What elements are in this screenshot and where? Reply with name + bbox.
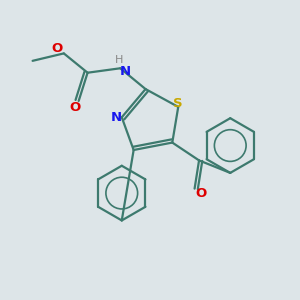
Text: O: O: [52, 42, 63, 56]
Text: N: N: [120, 65, 131, 78]
Text: N: N: [111, 111, 122, 124]
Text: H: H: [115, 55, 123, 65]
Text: S: S: [173, 97, 183, 110]
Text: O: O: [195, 188, 206, 200]
Text: O: O: [70, 101, 81, 114]
